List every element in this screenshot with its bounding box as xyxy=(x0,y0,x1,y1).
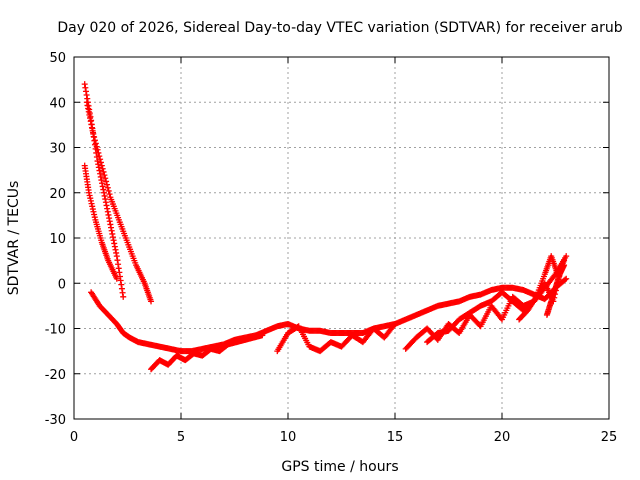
chart-title: Day 020 of 2026, Sidereal Day-to-day VTE… xyxy=(57,20,622,36)
y-tick-label: 30 xyxy=(49,142,66,157)
data-point xyxy=(120,293,127,300)
data-points xyxy=(81,81,570,373)
data-point xyxy=(90,130,97,137)
data-point xyxy=(103,178,110,185)
data-point xyxy=(563,253,570,260)
data-point xyxy=(259,332,266,339)
series-track-c xyxy=(81,162,120,282)
x-tick-label: 25 xyxy=(601,430,618,445)
data-point xyxy=(97,159,104,166)
data-point xyxy=(95,149,102,156)
data-point xyxy=(91,137,98,144)
x-tick-label: 15 xyxy=(387,430,404,445)
y-tick-label: -20 xyxy=(45,368,66,383)
y-tick-label: 20 xyxy=(49,187,66,202)
data-point xyxy=(97,156,104,163)
data-point xyxy=(92,140,99,147)
y-tick-label: -30 xyxy=(45,413,66,428)
y-tick-label: 10 xyxy=(49,232,66,247)
data-point xyxy=(100,168,107,175)
data-point xyxy=(103,181,110,188)
data-point xyxy=(101,172,108,179)
data-point xyxy=(104,184,111,191)
data-point xyxy=(106,191,113,198)
data-point xyxy=(562,276,569,283)
series-track-j xyxy=(543,262,568,318)
data-point xyxy=(93,143,100,150)
data-point xyxy=(148,298,155,305)
data-point xyxy=(102,175,109,182)
series-track-b xyxy=(83,99,155,305)
grid-lines xyxy=(74,57,609,419)
data-point xyxy=(563,275,570,282)
x-tick-label: 20 xyxy=(494,430,511,445)
series-track-h xyxy=(424,262,565,346)
data-point xyxy=(392,320,398,327)
x-axis-label: GPS time / hours xyxy=(281,459,398,475)
data-point xyxy=(98,162,105,169)
series-track-i xyxy=(516,253,568,323)
y-tick-label: 0 xyxy=(58,277,66,292)
series-track-e xyxy=(148,332,266,373)
data-point xyxy=(91,134,98,141)
series-track-f xyxy=(274,320,398,355)
y-tick-label: 40 xyxy=(49,96,66,111)
y-tick-label: -10 xyxy=(45,323,66,338)
x-tick-label: 5 xyxy=(177,430,185,445)
data-point xyxy=(105,187,112,194)
axis-ticks: 0 5 10 15 20 25 -30 -20 -10 0 10 20 30 40 50 xyxy=(45,51,618,445)
data-point xyxy=(96,153,103,160)
data-point xyxy=(94,146,101,153)
data-point xyxy=(113,275,120,282)
data-point xyxy=(99,165,106,172)
x-tick-label: 0 xyxy=(70,430,78,445)
data-point xyxy=(561,262,568,269)
x-tick-label: 10 xyxy=(280,430,297,445)
y-axis-label: SDTVAR / TECUs xyxy=(6,181,22,296)
y-tick-label: 50 xyxy=(49,51,66,66)
